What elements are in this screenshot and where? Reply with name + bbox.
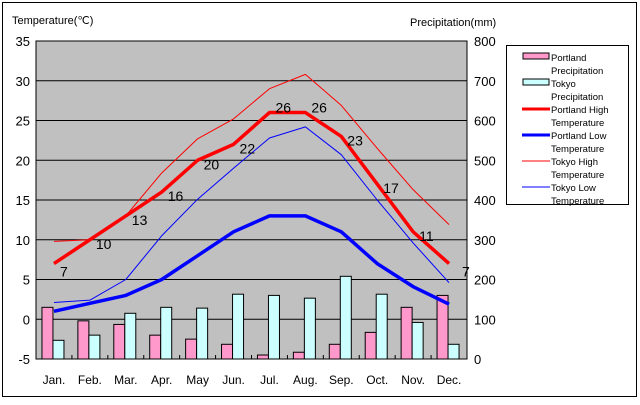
data-label: 11	[419, 228, 434, 244]
bar-portland-precipitation	[256, 354, 269, 360]
legend-label: Temperature	[551, 144, 604, 155]
legend-label: Temperature	[551, 170, 604, 181]
left-tick-label: 15	[16, 193, 30, 208]
x-tick-label: May	[186, 373, 209, 387]
left-tick-label: 10	[16, 233, 30, 248]
bar-portland-precipitation	[185, 338, 198, 360]
data-label: 20	[204, 156, 220, 172]
x-tick-label: Jul.	[260, 373, 279, 387]
x-tick-label: Jun.	[222, 373, 245, 387]
data-label: 26	[275, 100, 291, 116]
right-tick-label: 300	[474, 233, 496, 248]
bar-portland-precipitation	[364, 331, 377, 360]
legend-box	[506, 45, 629, 205]
data-label: 13	[132, 212, 148, 228]
data-label: 23	[347, 132, 363, 148]
legend-label: Temperature	[551, 196, 604, 207]
x-tick-label: Dec.	[437, 373, 462, 387]
data-label: 7	[60, 264, 68, 280]
bar-portland-precipitation	[292, 351, 305, 360]
right-tick-label: 600	[474, 114, 496, 129]
legend-label: Temperature	[551, 118, 604, 129]
data-label: 22	[240, 140, 256, 156]
bar-tokyo-precipitation	[160, 306, 173, 360]
right-tick-label: 500	[474, 153, 496, 168]
legend-label: Precipitation	[551, 92, 603, 103]
legend-label: Portland Low	[551, 131, 607, 142]
line-tokyo-low-temperature	[53, 126, 450, 304]
right-tick-label: 0	[474, 352, 481, 367]
legend-label: Portland	[551, 53, 586, 64]
legend-label: Precipitation	[551, 66, 603, 77]
legend-swatch	[522, 78, 550, 86]
bar-portland-precipitation	[221, 343, 234, 360]
bar-portland-precipitation	[41, 306, 54, 360]
data-label: 17	[383, 180, 399, 196]
right-tick-label: 200	[474, 273, 496, 288]
x-tick-label: Oct.	[366, 373, 388, 387]
left-tick-label: 5	[23, 273, 30, 288]
bar-tokyo-precipitation	[88, 334, 101, 360]
left-tick-label: -5	[18, 352, 30, 367]
right-tick-label: 100	[474, 312, 496, 327]
bar-tokyo-precipitation	[411, 321, 424, 360]
x-tick-label: Jan.	[43, 373, 66, 387]
bar-portland-precipitation	[436, 294, 449, 360]
x-tick-label: Nov.	[401, 373, 425, 387]
left-tick-label: 25	[16, 114, 30, 129]
legend-label: Tokyo Low	[551, 183, 596, 194]
x-tick-label: Apr.	[151, 373, 172, 387]
x-tick-label: Feb.	[78, 373, 102, 387]
bar-tokyo-precipitation	[232, 293, 245, 360]
bar-tokyo-precipitation	[124, 312, 137, 360]
legend-swatch	[522, 52, 550, 60]
bar-tokyo-precipitation	[339, 275, 352, 360]
bar-portland-precipitation	[113, 323, 126, 360]
left-tick-label: 0	[23, 312, 30, 327]
data-label: 26	[311, 100, 327, 116]
bar-tokyo-precipitation	[196, 307, 209, 360]
bar-tokyo-precipitation	[375, 293, 388, 360]
data-label: 10	[96, 236, 112, 252]
left-axis-label: Temperature(℃)	[12, 15, 93, 27]
legend-label: Tokyo	[551, 79, 576, 90]
left-tick-label: 20	[16, 153, 30, 168]
x-tick-label: Aug.	[293, 373, 318, 387]
bar-portland-precipitation	[400, 306, 413, 360]
legend-label: Portland High	[551, 105, 609, 116]
bar-portland-precipitation	[328, 343, 341, 360]
right-tick-label: 400	[474, 193, 496, 208]
x-tick-label: Sep.	[329, 373, 354, 387]
data-label: 16	[168, 188, 184, 204]
right-tick-label: 700	[474, 74, 496, 89]
bar-tokyo-precipitation	[447, 343, 460, 360]
legend: Portland Precipitation Tokyo Precipitation P…	[506, 45, 629, 207]
left-tick-label: 35	[16, 34, 30, 49]
data-label: 7	[462, 264, 470, 280]
bar-tokyo-precipitation	[267, 294, 280, 360]
line-portland-low-temperature	[53, 214, 450, 314]
bar-portland-precipitation	[77, 320, 90, 360]
right-axis-label: Precipitation(mm)	[410, 17, 496, 29]
left-tick-label: 30	[16, 74, 30, 89]
bar-tokyo-precipitation	[52, 339, 65, 360]
bar-tokyo-precipitation	[303, 297, 316, 360]
bar-portland-precipitation	[149, 334, 162, 360]
line-tokyo-high-temperature	[53, 73, 450, 242]
legend-label: Tokyo High	[551, 157, 598, 168]
x-tick-label: Mar.	[114, 373, 137, 387]
right-tick-label: 800	[474, 34, 496, 49]
